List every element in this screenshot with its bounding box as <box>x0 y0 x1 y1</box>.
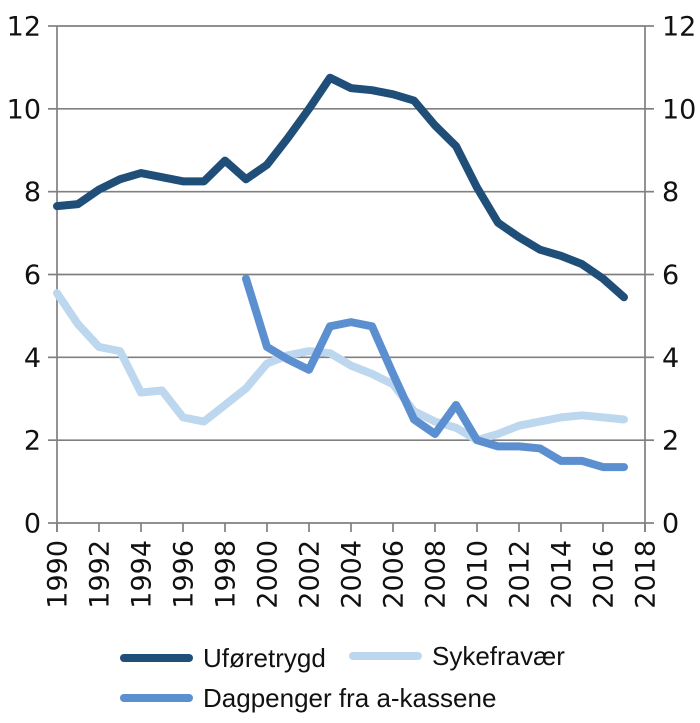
y-axis-label-right: 0 <box>662 509 679 540</box>
x-axis-label: 1992 <box>85 540 116 609</box>
series-line-2 <box>242 274 628 472</box>
x-axis-label: 2006 <box>379 540 410 609</box>
x-axis-label: 1994 <box>127 540 158 609</box>
legend-swatch-dagpenger-icon <box>120 694 193 702</box>
y-axis-label-right: 10 <box>662 94 696 125</box>
x-axis-label: 2008 <box>421 540 452 609</box>
x-axis-label: 2004 <box>337 540 368 609</box>
x-axis-label: 1990 <box>43 540 74 609</box>
x-axis-label: 2010 <box>463 540 494 609</box>
y-axis-label-right: 4 <box>662 343 679 374</box>
y-axis-label-left: 0 <box>24 509 41 540</box>
y-axis-label-left: 10 <box>7 94 41 125</box>
legend-swatch-sykefravaer-icon <box>349 652 422 660</box>
y-axis-label-right: 6 <box>662 260 679 291</box>
y-axis-label-right: 2 <box>662 426 679 457</box>
x-axis-label: 2018 <box>631 540 662 609</box>
x-axis-label: 2014 <box>547 540 578 609</box>
y-axis-label-left: 2 <box>24 426 41 457</box>
legend-item-uforetrygd: Uføretrygd <box>120 642 326 673</box>
x-axis-label: 2002 <box>295 540 326 609</box>
series-line-0 <box>53 73 628 302</box>
line-chart: 0 0 2 2 4 4 6 6 8 8 10 10 12 12 1990 1992 1994 1996 1998 20… <box>7 12 697 609</box>
y-axis-label-left: 8 <box>24 177 41 208</box>
y-axis-label-right: 12 <box>662 12 696 43</box>
y-axis-label-left: 12 <box>7 12 41 43</box>
y-axis-label-left: 6 <box>24 260 41 291</box>
legend-item-sykefravaer: Sykefravær <box>349 640 565 671</box>
x-axis-label: 2012 <box>505 540 536 609</box>
legend-swatch-uforetrygd-icon <box>120 654 193 662</box>
legend-item-dagpenger: Dagpenger fra a-kassene <box>120 682 497 713</box>
x-axis-label: 1998 <box>211 540 242 609</box>
legend-label-sykefravaer: Sykefravær <box>432 640 565 671</box>
legend-label-uforetrygd: Uføretrygd <box>203 642 326 673</box>
x-axis-label: 2016 <box>589 540 620 609</box>
y-axis-label-right: 8 <box>662 177 679 208</box>
x-axis-label: 1996 <box>169 540 200 609</box>
legend-label-dagpenger: Dagpenger fra a-kassene <box>203 682 497 713</box>
y-axis-label-left: 4 <box>24 343 41 374</box>
series-line-1 <box>53 289 628 445</box>
x-axis-label: 2000 <box>253 540 284 609</box>
